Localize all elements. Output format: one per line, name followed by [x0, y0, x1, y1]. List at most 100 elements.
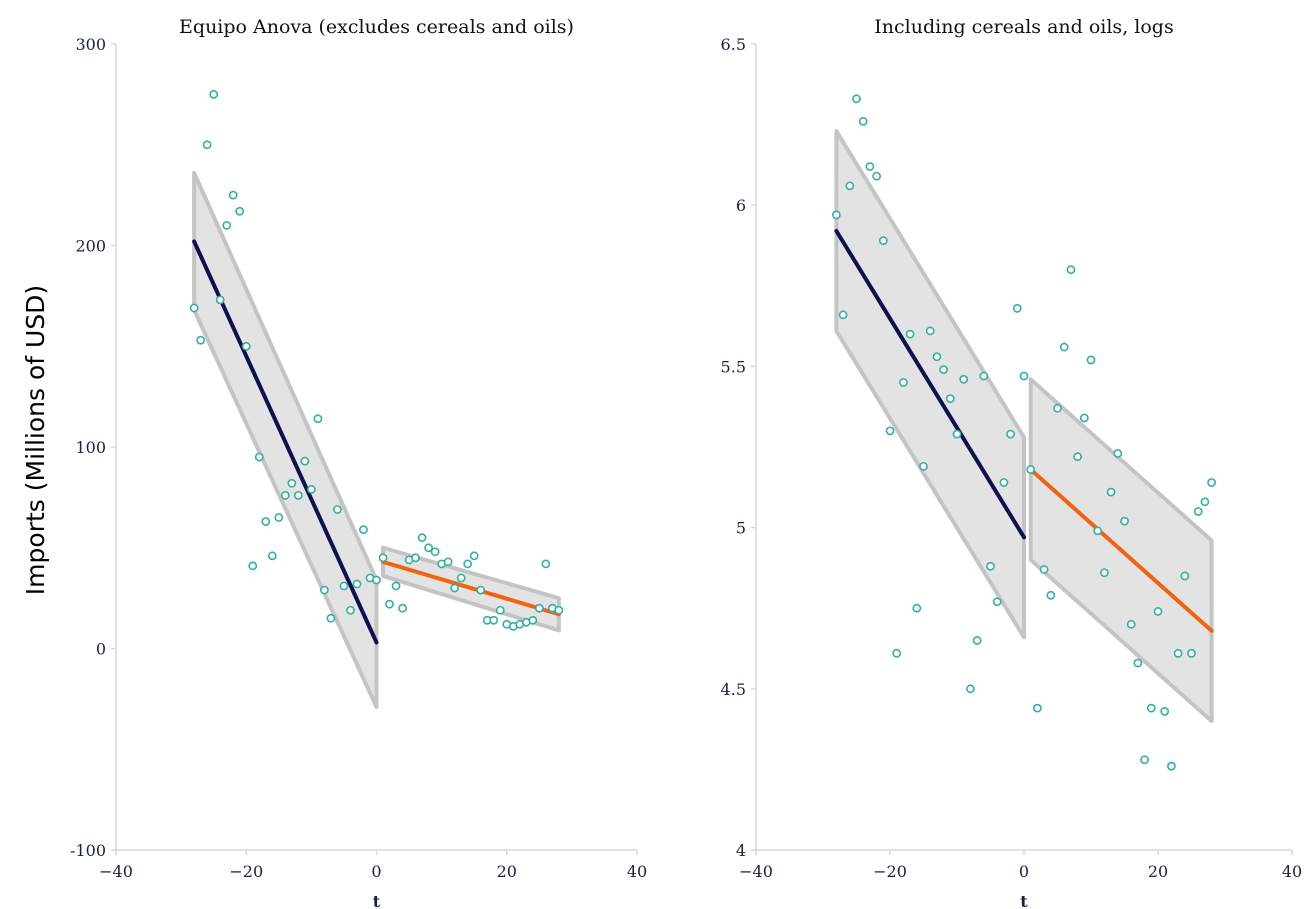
y-tick-label: 100 [75, 438, 106, 457]
data-point [1160, 706, 1170, 716]
data-point [885, 426, 895, 436]
data-point [932, 352, 942, 362]
x-tick-label: 20 [1148, 862, 1168, 881]
chart-title: Equipo Anova (excludes cereals and oils) [179, 16, 574, 38]
data-point [469, 551, 479, 561]
x-tick-label: 20 [497, 862, 517, 881]
data-point [1120, 516, 1129, 526]
data-point [1033, 703, 1042, 713]
data-point [346, 605, 355, 615]
data-point [865, 162, 875, 171]
data-point [1173, 648, 1183, 658]
data-point [1053, 403, 1062, 413]
data-point [832, 210, 841, 220]
data-point [1113, 449, 1123, 458]
data-point [352, 579, 362, 589]
data-point [189, 303, 199, 313]
data-point [267, 551, 277, 561]
data-point [945, 394, 955, 404]
data-point [1079, 413, 1089, 423]
data-point [280, 490, 290, 500]
data-point [248, 561, 258, 571]
data-point [287, 478, 297, 488]
right-panel: Including cereals and oils, logs 4 4.5 5 5.5… [721, 16, 1303, 909]
y-tick-label: 5 [736, 519, 746, 538]
data-point [215, 295, 225, 305]
data-point [999, 478, 1009, 487]
data-point [959, 374, 969, 384]
data-point [254, 452, 264, 462]
data-point [463, 559, 473, 569]
data-point [986, 561, 995, 571]
data-point [391, 581, 401, 591]
data-point [202, 140, 212, 150]
data-point [1106, 487, 1116, 497]
data-point [443, 557, 453, 567]
y-tick-label: 300 [75, 35, 106, 54]
data-point [450, 583, 460, 593]
data-point [912, 603, 922, 613]
data-point [952, 429, 962, 439]
data-point [992, 597, 1002, 607]
data-point [456, 573, 466, 583]
data-point [339, 581, 349, 591]
data-point [554, 605, 564, 615]
data-point [1086, 355, 1096, 365]
data-point [1146, 703, 1156, 713]
data-point [319, 585, 329, 595]
data-point [1140, 755, 1149, 765]
data-point [241, 341, 251, 351]
y-tick-label: 4.5 [721, 680, 746, 699]
data-point [372, 575, 381, 585]
data-point [306, 484, 316, 494]
data-point [966, 684, 975, 694]
data-point [1100, 568, 1109, 578]
data-point [385, 599, 394, 609]
y-tick-label: 6 [736, 196, 746, 215]
y-tick-label: 5.5 [721, 357, 746, 376]
data-point [528, 615, 538, 625]
data-point [1066, 265, 1076, 275]
data-point [378, 553, 388, 563]
data-point [534, 603, 544, 613]
data-point [222, 220, 232, 230]
x-axis-label: t [1020, 892, 1028, 909]
data-point [326, 613, 336, 623]
chart-title: Including cereals and oils, logs [874, 16, 1173, 38]
pre-fit-line [834, 228, 1026, 540]
data-point [196, 335, 206, 345]
data-point [476, 585, 486, 595]
y-axis-label: Imports (Millions of USD) [21, 285, 50, 595]
data-point [1207, 478, 1216, 487]
data-point [209, 89, 219, 99]
data-point [1167, 761, 1176, 771]
data-point [430, 547, 440, 557]
data-point [541, 559, 551, 569]
data-point [1019, 371, 1029, 381]
data-point [1093, 526, 1103, 536]
data-point [274, 513, 284, 522]
data-point [313, 414, 323, 424]
data-point [1180, 571, 1190, 581]
data-point [359, 525, 368, 535]
data-point [1059, 342, 1069, 352]
x-tick-label: −20 [229, 862, 263, 881]
data-point [845, 181, 855, 191]
data-point [333, 505, 342, 514]
data-point [979, 371, 989, 381]
y-tick-label: 200 [75, 237, 106, 256]
data-point [892, 648, 902, 658]
x-axis-label: t [373, 892, 381, 909]
data-point [852, 94, 861, 104]
data-point [878, 236, 888, 246]
x-tick-label: 40 [1282, 862, 1302, 881]
x-tick-label: −40 [99, 862, 133, 881]
pre-fit-line [192, 239, 379, 645]
data-point [1026, 465, 1036, 474]
x-tick-label: 0 [371, 862, 381, 881]
data-point [1039, 565, 1049, 574]
x-tick-label: −20 [873, 862, 907, 881]
data-point [424, 543, 433, 553]
data-point [1046, 590, 1056, 600]
data-point [1153, 607, 1163, 616]
